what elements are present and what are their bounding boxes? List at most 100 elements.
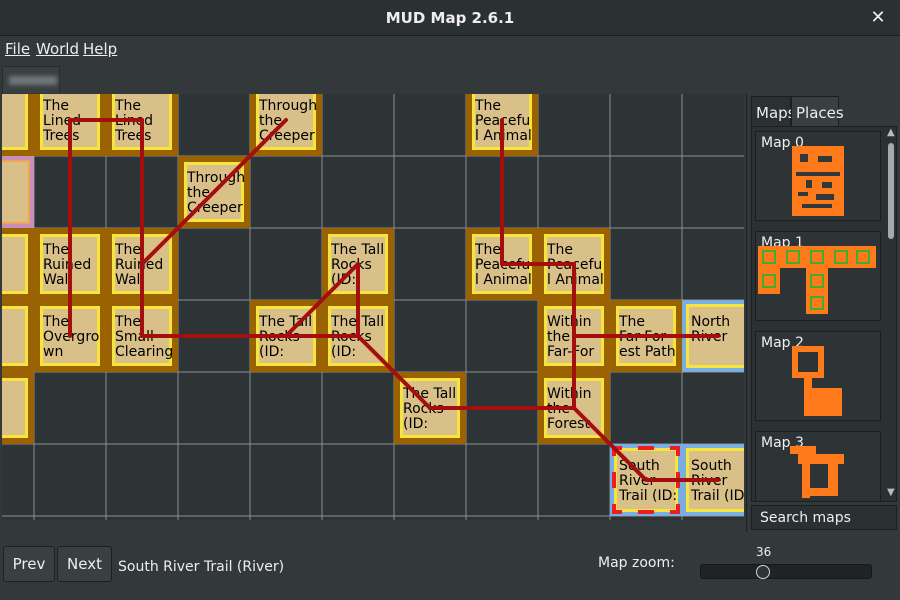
map-room[interactable]: s bbox=[2, 300, 34, 372]
room-label-line: The bbox=[474, 242, 501, 258]
close-icon[interactable]: ✕ bbox=[870, 7, 886, 28]
room-fill bbox=[2, 381, 25, 435]
room-label-line: The bbox=[114, 98, 141, 114]
map-room[interactable]: les bbox=[2, 372, 34, 444]
room-label-line: South bbox=[691, 458, 732, 474]
map-card-3[interactable]: Map 3 bbox=[755, 431, 881, 501]
room-label-line: Trail (ID: bbox=[618, 488, 677, 504]
zoom-label: Map zoom: bbox=[598, 555, 675, 571]
redacted-tab[interactable] bbox=[2, 66, 60, 93]
room-label-line: the bbox=[187, 185, 210, 201]
room-label-line: est Path bbox=[619, 344, 676, 360]
prev-button[interactable]: Prev bbox=[3, 546, 55, 582]
room-label-line: the bbox=[259, 113, 282, 129]
map-canvas-margin bbox=[2, 520, 744, 532]
thumb-hole bbox=[796, 172, 840, 176]
chevron-down-icon[interactable]: ▼ bbox=[887, 487, 895, 498]
map-card-1[interactable]: Map 1 bbox=[755, 231, 881, 321]
thumb-marker bbox=[810, 296, 824, 310]
room-label-line: Within bbox=[547, 314, 592, 330]
maps-scrollbar[interactable]: ▲ ▼ bbox=[887, 127, 895, 499]
zoom-slider-knob[interactable] bbox=[756, 565, 770, 579]
room-fill bbox=[2, 94, 25, 147]
menu-world[interactable]: World bbox=[36, 40, 79, 58]
thumb-block bbox=[802, 464, 810, 498]
room-label-line: Small bbox=[115, 329, 154, 345]
thumb-marker bbox=[810, 274, 824, 288]
tab-places[interactable]: Places bbox=[791, 96, 844, 126]
room-label-line: The bbox=[546, 242, 573, 258]
thumb-hole bbox=[816, 194, 834, 200]
chevron-up-icon[interactable]: ▲ bbox=[887, 127, 895, 138]
room-fill bbox=[2, 309, 25, 363]
toolbar bbox=[0, 62, 900, 94]
map3-thumb-shape bbox=[790, 446, 844, 498]
room-label-line: wn bbox=[43, 344, 63, 360]
room-connection bbox=[212, 118, 288, 194]
map-grid[interactable]: dsTheLinedTreesTheLinedTreesThroughtheCr… bbox=[2, 94, 744, 520]
room-label-line: Trees bbox=[42, 128, 79, 144]
room-label-line: Rocks bbox=[403, 401, 444, 417]
maps-list: Map 0 Map 1 bbox=[751, 126, 897, 502]
room-label-line: Trees bbox=[114, 128, 151, 144]
room-label-line: North bbox=[691, 314, 730, 330]
room-label-line: Ruined bbox=[115, 257, 163, 273]
room-connection bbox=[572, 406, 648, 482]
title-bar: MUD Map 2.6.1 ✕ bbox=[0, 0, 900, 36]
thumb-marker bbox=[834, 250, 848, 264]
map-canvas[interactable]: dsTheLinedTreesTheLinedTreesThroughtheCr… bbox=[2, 94, 744, 532]
room-label-line: (ID: bbox=[403, 416, 428, 432]
room-label: The Small Clearing bbox=[114, 314, 173, 360]
status-bar: Prev Next South River Trail (River) Map … bbox=[0, 532, 900, 600]
menu-file[interactable]: File bbox=[5, 40, 31, 58]
thumb-hole bbox=[798, 192, 808, 196]
zoom-slider[interactable] bbox=[700, 564, 872, 579]
map0-thumb-shape bbox=[792, 146, 844, 216]
thumb-block bbox=[758, 268, 780, 294]
room-connection bbox=[356, 334, 432, 410]
thumb-hole bbox=[802, 204, 832, 208]
room-label: The Ruined Wall bbox=[114, 242, 163, 288]
room-label-line: The Tall bbox=[402, 386, 456, 402]
scrollbar-thumb[interactable] bbox=[888, 143, 894, 239]
room-label-line: The Tall bbox=[330, 242, 384, 258]
menu-help[interactable]: Help bbox=[83, 40, 118, 58]
map-room[interactable]: les bbox=[2, 228, 34, 300]
window-title: MUD Map 2.6.1 bbox=[385, 9, 515, 27]
next-button[interactable]: Next bbox=[57, 546, 112, 582]
map-thumbnail bbox=[758, 246, 876, 314]
thumb-marker bbox=[786, 250, 800, 264]
room-label-line: Wall bbox=[115, 272, 144, 288]
thumb-hole bbox=[818, 156, 832, 162]
map-room[interactable]: ieedr bbox=[2, 156, 34, 228]
thumb-block bbox=[828, 464, 838, 494]
map-card-0[interactable]: Map 0 bbox=[755, 131, 881, 221]
room-label-line: Rocks bbox=[331, 257, 372, 273]
tab-maps[interactable]: Maps bbox=[751, 96, 795, 126]
thumb-block bbox=[804, 388, 842, 416]
search-maps-input[interactable] bbox=[751, 505, 897, 530]
thumb-block bbox=[790, 446, 816, 454]
room-label-line: Through bbox=[258, 98, 317, 114]
room-label-line: The bbox=[114, 242, 141, 258]
room-label-line: The bbox=[114, 314, 141, 330]
thumb-block bbox=[798, 454, 810, 464]
room-label-line: The bbox=[42, 242, 69, 258]
map-room[interactable]: ThePeaceful Animal bbox=[466, 94, 538, 156]
side-panel: Maps Places Map 0 Map 1 bbox=[746, 94, 900, 532]
thumb-hole bbox=[800, 154, 808, 162]
room-fill bbox=[2, 162, 28, 222]
room-label: Within the Far-For bbox=[547, 314, 594, 360]
room-label: NorthRiver bbox=[691, 314, 730, 345]
room-label-line: The bbox=[474, 98, 501, 114]
room-label-line: Wall bbox=[43, 272, 72, 288]
room-label-line: l Animal bbox=[475, 272, 532, 288]
map-room[interactable]: ds bbox=[2, 94, 34, 156]
thumb-block bbox=[802, 488, 838, 496]
map-card-2[interactable]: Map 2 bbox=[755, 331, 881, 421]
room-label-line: (ID: bbox=[259, 344, 284, 360]
map-thumbnail bbox=[792, 346, 842, 416]
